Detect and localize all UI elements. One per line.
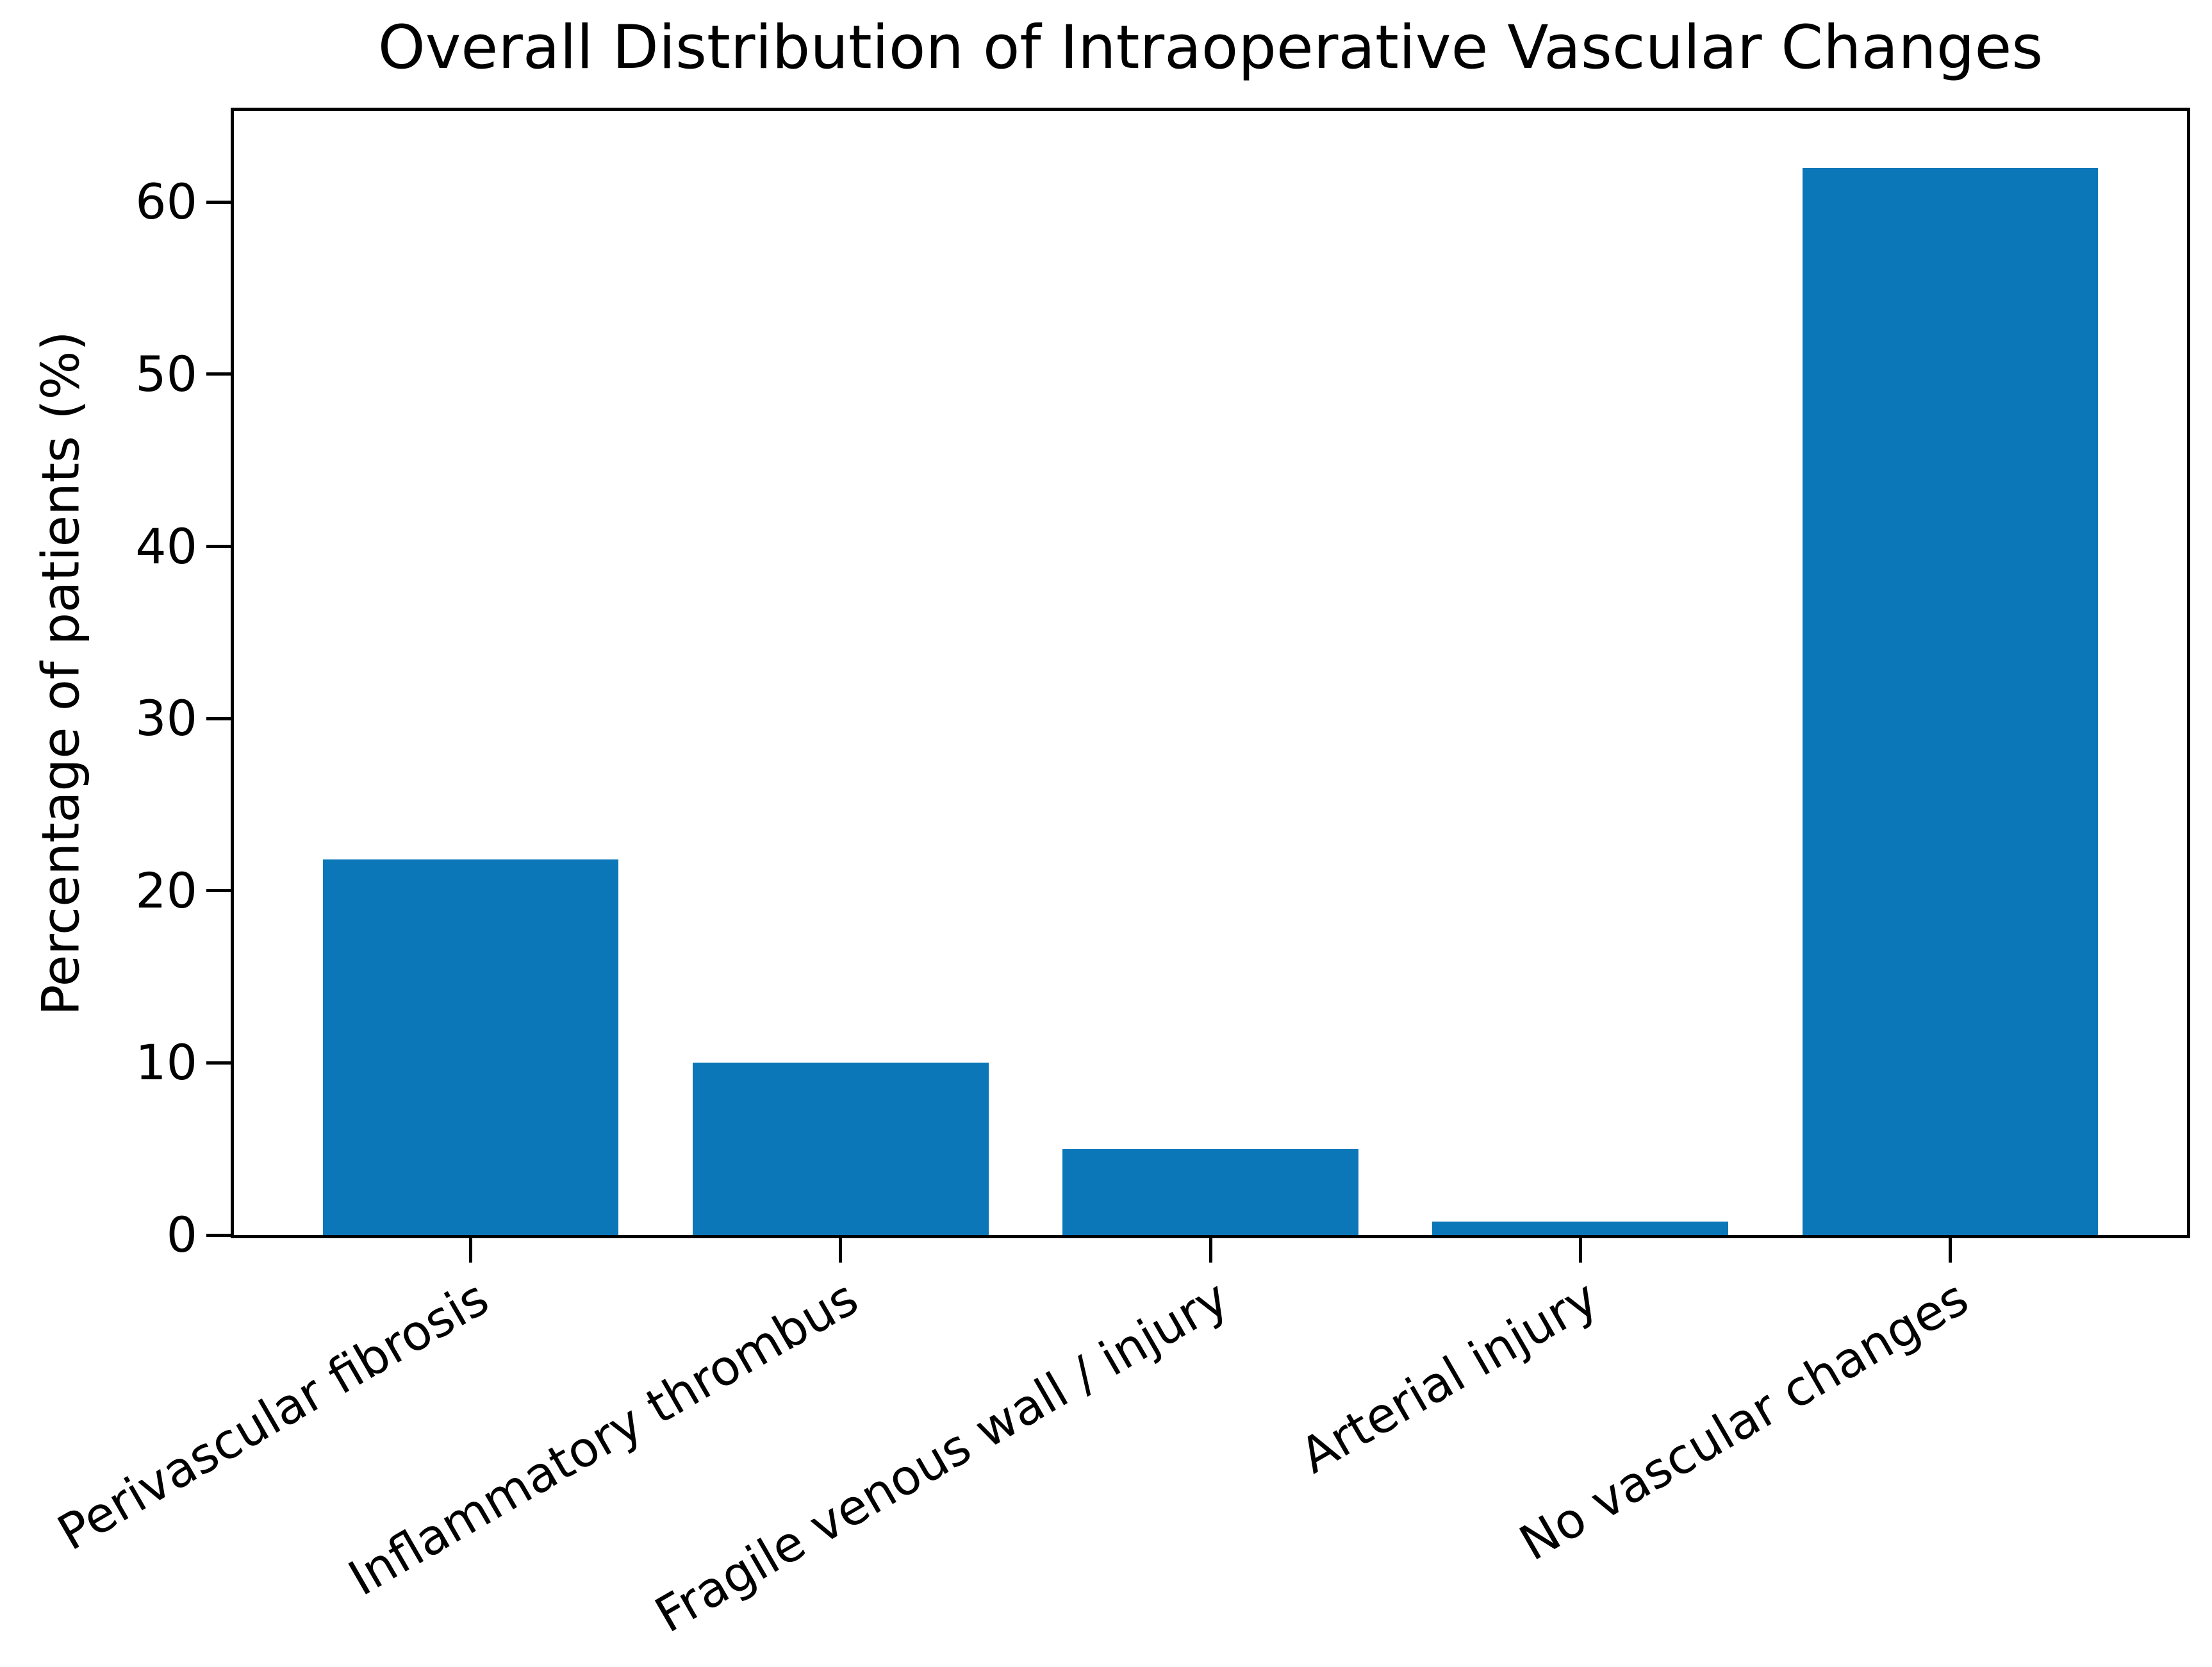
y-tick-mark-30 bbox=[206, 717, 231, 720]
y-tick-label-30: 30 bbox=[135, 690, 197, 747]
bar-2 bbox=[692, 1063, 989, 1235]
y-tick-label-40: 40 bbox=[135, 517, 197, 575]
y-tick-label-0: 0 bbox=[166, 1206, 197, 1263]
y-tick-label-60: 60 bbox=[135, 173, 197, 231]
x-tick-mark-1 bbox=[468, 1238, 472, 1263]
y-tick-label-10: 10 bbox=[135, 1034, 197, 1091]
chart-title-container: Overall Distribution of Intraoperative V… bbox=[231, 6, 2190, 90]
y-tick-mark-20 bbox=[206, 889, 231, 893]
plot-area bbox=[231, 108, 2190, 1238]
y-tick-mark-0 bbox=[206, 1233, 231, 1237]
y-tick-mark-40 bbox=[206, 545, 231, 549]
x-tick-mark-2 bbox=[839, 1238, 843, 1263]
bar-1 bbox=[322, 859, 619, 1235]
x-tick-label-4: Arterial injury bbox=[1291, 1268, 1608, 1485]
x-tick-mark-4 bbox=[1578, 1238, 1582, 1263]
chart-title: Overall Distribution of Intraoperative V… bbox=[377, 13, 2043, 83]
y-tick-mark-10 bbox=[206, 1061, 231, 1065]
y-tick-label-50: 50 bbox=[135, 345, 197, 402]
bar-4 bbox=[1432, 1221, 1729, 1235]
bar-3 bbox=[1062, 1149, 1358, 1235]
y-tick-label-20: 20 bbox=[135, 861, 197, 919]
x-tick-label-3: Fragile venous wall / injury bbox=[645, 1268, 1237, 1644]
bar-5 bbox=[1802, 167, 2099, 1235]
x-tick-mark-3 bbox=[1209, 1238, 1212, 1263]
y-tick-mark-60 bbox=[206, 200, 231, 204]
y-tick-mark-50 bbox=[206, 372, 231, 376]
x-tick-mark-5 bbox=[1949, 1238, 1952, 1263]
